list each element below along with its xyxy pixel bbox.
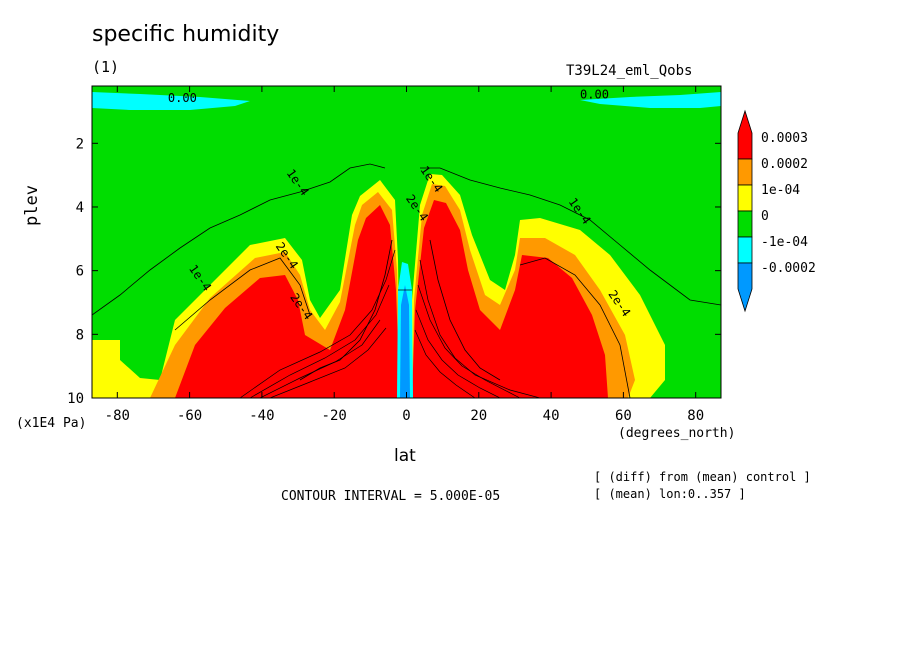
x-axis-label: lat xyxy=(394,446,416,466)
colorbar-swatch xyxy=(737,210,753,238)
x-tick-label: -20 xyxy=(322,408,347,424)
x-tick-label: 60 xyxy=(615,408,632,424)
y-tick-label: 8 xyxy=(76,327,84,343)
contour-label: 0.00 xyxy=(580,88,609,102)
field-blue-center xyxy=(400,285,410,398)
colorbar-label: 0 xyxy=(761,209,769,224)
colorbar-label: -1e-04 xyxy=(761,235,808,250)
colorbar-label: 0.0003 xyxy=(761,131,808,146)
colorbar-label: 1e-04 xyxy=(761,183,800,198)
colorbar-swatch xyxy=(737,236,753,264)
field-cyan-top-right xyxy=(580,92,721,108)
field-cyan-top-left xyxy=(92,92,250,110)
run-name: T39L24_eml_Qobs xyxy=(566,63,693,79)
x-tick-label: 80 xyxy=(687,408,704,424)
y-tick-label: 10 xyxy=(67,391,84,407)
field-yellow-left-edge xyxy=(92,340,120,398)
y-tick-label: 6 xyxy=(76,264,84,280)
y-tick-label: 2 xyxy=(76,136,84,152)
contour-label: 0.00 xyxy=(168,91,197,105)
contour-lines xyxy=(92,163,721,398)
chart-title: specific humidity xyxy=(92,22,280,47)
x-tick-label: 20 xyxy=(470,408,487,424)
axes: -80 -60 -40 -20 0 20 40 60 80 2 4 6 8 10 xyxy=(67,86,721,424)
colorbar: 0.0003 0.0002 1e-04 0 -1e-04 -0.0002 xyxy=(737,109,816,313)
x-axis-unit: (degrees_north) xyxy=(618,426,736,441)
dense-contours xyxy=(239,249,541,398)
panel-label: (1) xyxy=(92,58,120,76)
contour-interval: CONTOUR INTERVAL = 5.000E-05 xyxy=(281,489,501,504)
x-tick-label: -60 xyxy=(177,408,202,424)
y-axis-unit: (x1E4 Pa) xyxy=(16,416,87,431)
y-tick-label: 4 xyxy=(76,200,84,216)
diff-note: [ (diff) from (mean) control ] xyxy=(594,470,811,484)
colorbar-swatch xyxy=(737,262,753,313)
mean-note: [ (mean) lon:0..357 ] xyxy=(594,487,746,501)
x-tick-label: 0 xyxy=(402,408,410,424)
field-red-right xyxy=(412,200,608,398)
colorbar-label: -0.0002 xyxy=(761,261,816,276)
x-tick-label: 40 xyxy=(543,408,560,424)
colorbar-swatch xyxy=(737,109,753,160)
x-tick-label: -80 xyxy=(105,408,130,424)
colorbar-label: 0.0002 xyxy=(761,157,808,172)
colorbar-swatch xyxy=(737,158,753,186)
colorbar-swatch xyxy=(737,184,753,212)
x-tick-label: -40 xyxy=(249,408,274,424)
field-red-left xyxy=(175,205,400,398)
